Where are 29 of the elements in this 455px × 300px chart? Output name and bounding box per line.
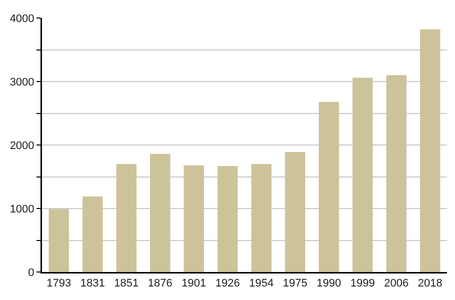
y-tick-label: 3000 [10,76,34,88]
x-tick-label: 1990 [316,278,342,290]
x-tick-label: 1975 [282,278,308,290]
bar [352,78,373,272]
x-tick-label: 1876 [148,278,172,290]
x-tick-label: 1926 [215,278,240,290]
bar [116,164,136,272]
x-tick-label: 1954 [249,278,274,290]
x-tick-label: 2018 [418,278,442,290]
x-tick-label: 2006 [384,278,409,290]
x-tick-label: 1831 [80,278,105,290]
bar [218,166,238,272]
x-tick-label: 1999 [350,278,375,290]
bar [82,196,103,272]
bar [318,102,339,272]
bar [150,154,170,272]
x-tick-label: 1901 [182,278,206,290]
bar [251,164,272,272]
y-tick-label: 0 [28,266,34,279]
y-tick-label: 1000 [10,203,34,216]
x-tick-label: 1851 [114,278,139,290]
y-tick-label: 2000 [10,140,34,152]
x-tick-label: 1793 [46,278,72,290]
y-tick-label: 4000 [10,12,34,25]
bar [48,209,69,272]
bar [184,165,204,272]
bar [285,152,306,272]
bar [386,75,406,272]
bar [420,29,440,272]
